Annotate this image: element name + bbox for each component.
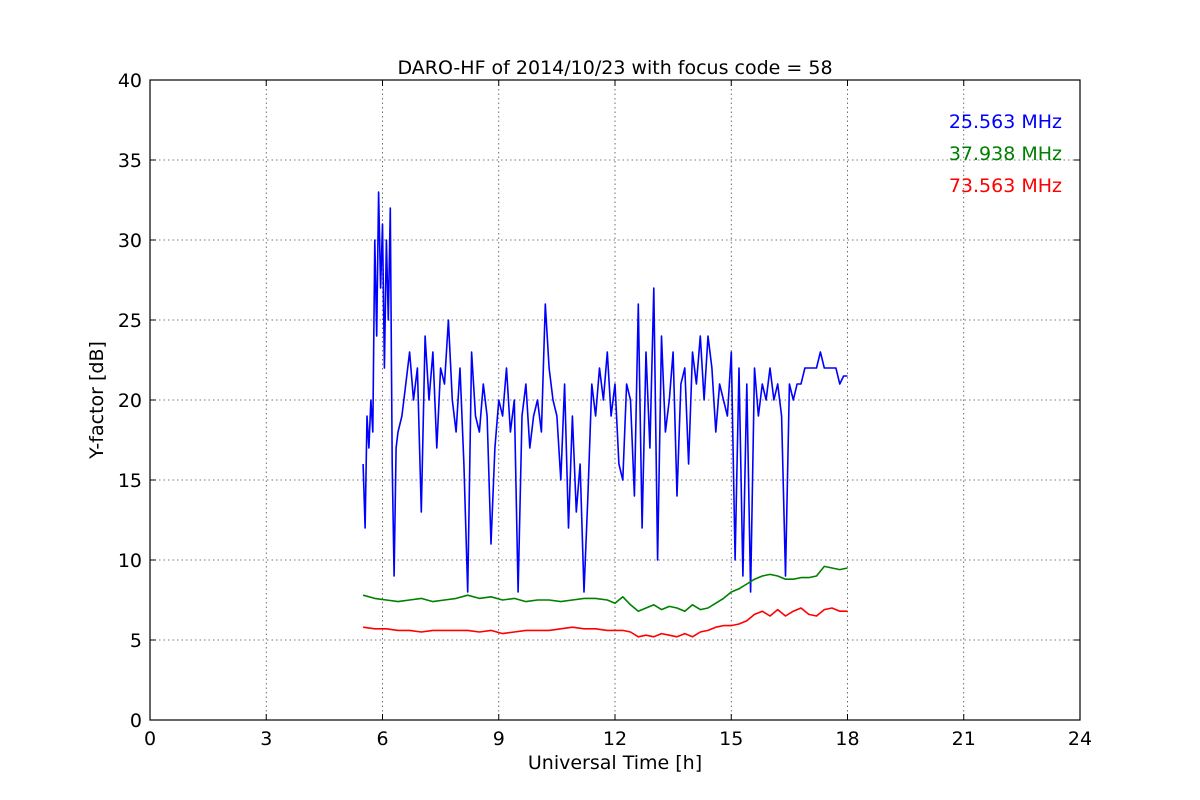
y-tick-label: 35 xyxy=(118,150,142,172)
axis-ticks: 0 3 6 9 12 15 18 21 24 0 5 10 15 20 25 30 35 40 xyxy=(118,70,1092,750)
x-tick-label: 24 xyxy=(1068,728,1092,750)
x-tick-label: 3 xyxy=(260,728,272,750)
legend-entry-3: 73.563 MHz xyxy=(949,175,1062,197)
series-lines xyxy=(362,191,848,638)
y-tick-label: 0 xyxy=(130,710,142,732)
x-tick-label: 18 xyxy=(835,728,859,750)
x-tick-label: 6 xyxy=(376,728,388,750)
x-tick-label: 15 xyxy=(719,728,743,750)
y-tick-label: 30 xyxy=(118,230,142,252)
x-tick-label: 9 xyxy=(493,728,505,750)
y-tick-label: 25 xyxy=(118,310,142,332)
x-axis-label: Universal Time [h] xyxy=(528,752,702,774)
chart-title: DARO-HF of 2014/10/23 with focus code = … xyxy=(397,57,832,79)
legend-entry-1: 25.563 MHz xyxy=(949,111,1062,133)
y-tick-label: 10 xyxy=(118,550,142,572)
y-axis-label: Y-factor [dB] xyxy=(86,341,108,460)
y-tick-label: 20 xyxy=(118,390,142,412)
x-tick-label: 0 xyxy=(144,728,156,750)
series-line-1 xyxy=(362,191,848,593)
y-tick-label: 15 xyxy=(118,470,142,492)
y-tick-label: 5 xyxy=(130,630,142,652)
series-line-3 xyxy=(362,607,848,638)
legend-entry-2: 37.938 MHz xyxy=(949,143,1062,165)
series-line-2 xyxy=(362,565,848,613)
x-tick-label: 21 xyxy=(952,728,976,750)
y-tick-label: 40 xyxy=(118,70,142,92)
legend: 25.563 MHz 37.938 MHz 73.563 MHz xyxy=(949,111,1062,197)
x-tick-label: 12 xyxy=(603,728,627,750)
